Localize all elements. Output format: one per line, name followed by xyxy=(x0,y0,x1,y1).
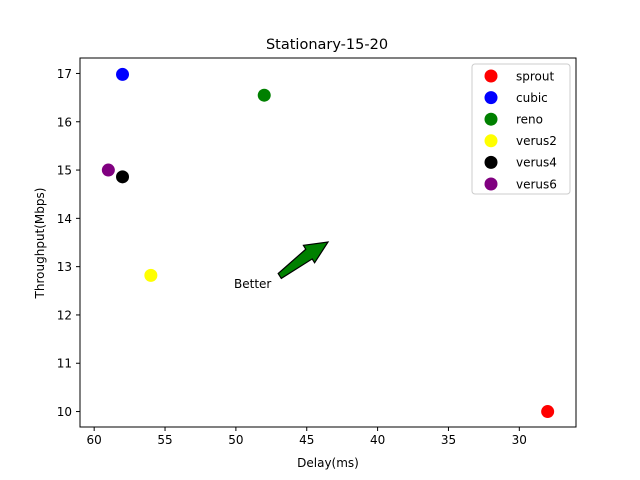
legend-label-reno: reno xyxy=(516,113,543,127)
legend-label-verus6: verus6 xyxy=(516,177,557,191)
point-cubic xyxy=(116,67,130,81)
legend-box xyxy=(471,63,571,195)
x-tick-label: 40 xyxy=(370,433,385,447)
x-axis-label: Delay(ms) xyxy=(297,456,359,470)
y-tick-label: 12 xyxy=(57,308,72,322)
legend-marker-verus6 xyxy=(484,177,498,191)
point-sprout xyxy=(541,405,555,419)
y-tick-label: 15 xyxy=(57,164,72,178)
better-annotation: Better xyxy=(234,241,330,291)
x-axis: 60 55 50 45 40 35 30 xyxy=(87,427,527,447)
y-tick-label: 13 xyxy=(57,260,72,274)
y-tick-label: 17 xyxy=(57,67,72,81)
y-tick-label: 11 xyxy=(57,357,72,371)
x-tick-label: 45 xyxy=(299,433,314,447)
legend-marker-cubic xyxy=(484,91,498,105)
chart-title: Stationary-15-20 xyxy=(266,37,388,53)
legend-label-verus4: verus4 xyxy=(516,156,557,170)
legend-marker-sprout xyxy=(484,69,498,83)
legend-marker-verus4 xyxy=(484,155,498,169)
y-tick-label: 14 xyxy=(57,212,72,226)
x-tick-label: 55 xyxy=(157,433,172,447)
legend-label-cubic: cubic xyxy=(516,91,548,105)
plot-frame xyxy=(79,57,577,428)
legend-marker-verus2 xyxy=(484,134,498,148)
point-verus6 xyxy=(101,163,115,177)
legend-label-verus2: verus2 xyxy=(516,134,557,148)
y-axis: 10 11 12 13 14 15 16 17 xyxy=(57,67,80,419)
legend: sprout cubic reno verus2 verus4 verus6 xyxy=(471,63,571,195)
legend-label-sprout: sprout xyxy=(516,69,554,83)
better-arrow xyxy=(277,241,330,280)
y-tick-label: 10 xyxy=(57,405,72,419)
x-tick-label: 35 xyxy=(441,433,456,447)
point-verus4 xyxy=(116,170,130,184)
legend-marker-reno xyxy=(484,112,498,126)
y-axis-label: Throughput(Mbps) xyxy=(33,188,47,300)
point-reno xyxy=(257,88,271,102)
point-verus2 xyxy=(144,268,158,282)
better-label: Better xyxy=(234,277,271,291)
y-tick-label: 16 xyxy=(57,115,72,129)
data-points xyxy=(101,67,555,419)
x-tick-label: 60 xyxy=(87,433,102,447)
x-tick-label: 50 xyxy=(228,433,243,447)
x-tick-label: 30 xyxy=(512,433,527,447)
